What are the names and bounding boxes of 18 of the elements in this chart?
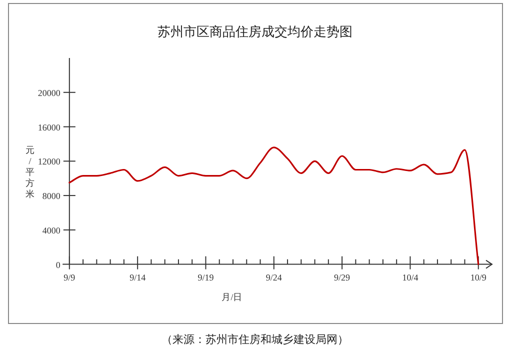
x-tick-label: 9/29 [334,272,351,282]
x-tick-label: 10/9 [470,272,487,282]
x-axis-title: 月/日 [222,292,242,302]
text: （来源：苏州市住房和城乡建设局网） [162,333,348,346]
x-tick-label: 9/24 [266,272,282,282]
y-tick-label: 4000 [42,225,61,236]
x-tick-label: 9/9 [64,272,76,282]
x-tick-label: 9/14 [130,272,146,282]
y-tick-label: 0 [56,260,61,270]
y-tick-label: 20000 [38,88,61,98]
chart-title: 苏州市区商品住房成交均价走势图 [158,24,352,39]
x-tick-label: 9/19 [198,272,214,282]
y-tick-label: 12000 [38,156,61,167]
y-axis-title: 元/平方米 [26,145,34,199]
line-series [68,146,480,266]
x-tick-label: 10/4 [402,272,419,282]
y-tick-label: 16000 [38,122,61,132]
y-tick-label: 8000 [42,191,61,202]
